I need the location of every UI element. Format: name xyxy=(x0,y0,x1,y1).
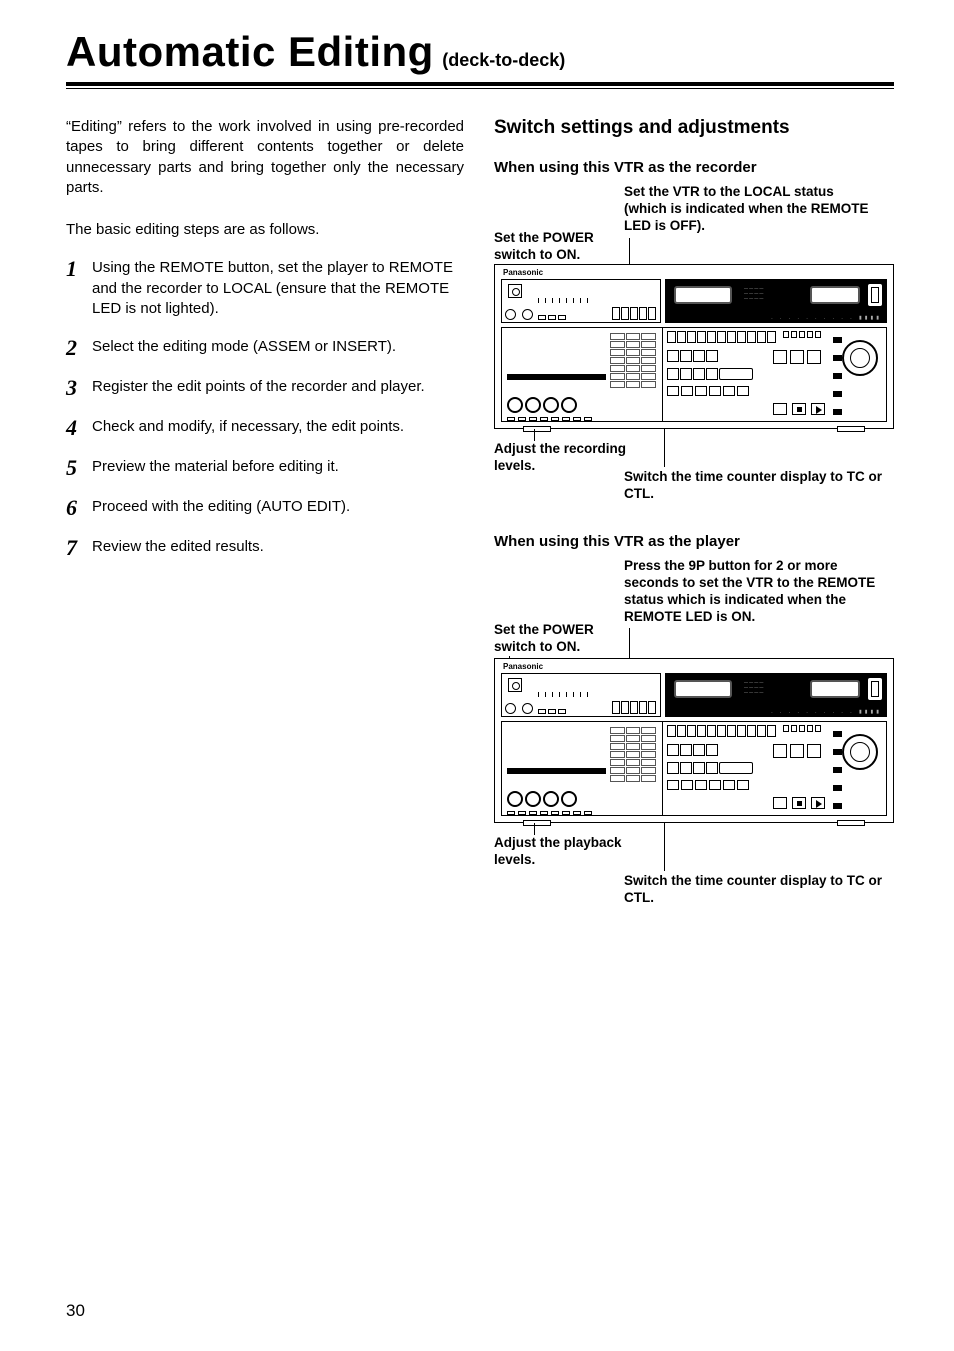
step-item: 4Check and modify, if necessary, the edi… xyxy=(66,417,464,439)
pointer-line xyxy=(629,238,630,264)
player-section: When using this VTR as the player Press … xyxy=(494,533,894,893)
step-number: 4 xyxy=(66,417,92,439)
recorder-top-callouts: Set the VTR to the LOCAL status (which i… xyxy=(494,184,894,264)
step-text: Using the REMOTE button, set the player … xyxy=(92,258,464,319)
callout-power-on: Set the POWER switch to ON. xyxy=(494,622,614,656)
player-top-callouts: Press the 9P button for 2 or more second… xyxy=(494,558,894,658)
vtr-deck-illustration: Panasonic — — — —— — — —— — — — . . . . … xyxy=(494,658,894,823)
step-text: Select the editing mode (ASSEM or INSERT… xyxy=(92,337,396,357)
step-text: Preview the material before editing it. xyxy=(92,457,339,477)
step-text: Review the edited results. xyxy=(92,537,264,557)
step-text: Register the edit points of the recorder… xyxy=(92,377,425,397)
callout-pb-levels: Adjust the playback levels. xyxy=(494,835,654,869)
deck-upper-right: — — — —— — — —— — — — . . . . . . . . . … xyxy=(665,673,887,717)
step-item: 1Using the REMOTE button, set the player… xyxy=(66,258,464,319)
recorder-bottom-callouts: Adjust the recording levels. Switch the … xyxy=(494,429,894,499)
step-number: 2 xyxy=(66,337,92,359)
step-text: Check and modify, if necessary, the edit… xyxy=(92,417,404,437)
intro-paragraph: “Editing” refers to the work involved in… xyxy=(66,117,464,198)
left-column: “Editing” refers to the work involved in… xyxy=(66,117,464,927)
vtr-deck-illustration: Panasonic — — — —— — — —— — — — . . . . … xyxy=(494,264,894,429)
pointer-line xyxy=(534,429,535,441)
step-number: 7 xyxy=(66,537,92,559)
deck-lower-left xyxy=(502,328,662,421)
deck-upper-right: — — — —— — — —— — — — . . . . . . . . . … xyxy=(665,279,887,323)
recorder-section: When using this VTR as the recorder Set … xyxy=(494,159,894,499)
callout-tc-ctl: Switch the time counter display to TC or… xyxy=(624,873,889,907)
page-number: 30 xyxy=(66,1301,85,1321)
step-item: 2Select the editing mode (ASSEM or INSER… xyxy=(66,337,464,359)
brand-label: Panasonic xyxy=(503,268,543,277)
brand-label: Panasonic xyxy=(503,662,543,671)
step-item: 5Preview the material before editing it. xyxy=(66,457,464,479)
settings-heading: Switch settings and adjustments xyxy=(494,117,894,139)
step-number: 6 xyxy=(66,497,92,519)
player-heading: When using this VTR as the player xyxy=(494,533,894,550)
deck-lower-left xyxy=(502,722,662,815)
callout-power-on: Set the POWER switch to ON. xyxy=(494,230,614,264)
deck-upper-left xyxy=(501,673,661,717)
title-rule-heavy xyxy=(66,82,894,86)
step-number: 1 xyxy=(66,258,92,280)
step-text: Proceed with the editing (AUTO EDIT). xyxy=(92,497,350,517)
player-bottom-callouts: Adjust the playback levels. Switch the t… xyxy=(494,823,894,893)
step-number: 3 xyxy=(66,377,92,399)
pointer-line xyxy=(664,429,665,467)
deck-lower-right xyxy=(662,328,886,421)
editing-steps-list: 1Using the REMOTE button, set the player… xyxy=(66,258,464,559)
step-number: 5 xyxy=(66,457,92,479)
callout-remote-local: Set the VTR to the LOCAL status (which i… xyxy=(624,184,874,235)
step-item: 6Proceed with the editing (AUTO EDIT). xyxy=(66,497,464,519)
callout-tc-ctl: Switch the time counter display to TC or… xyxy=(624,469,889,503)
page-subtitle: (deck-to-deck) xyxy=(442,50,565,70)
title-rule-thin xyxy=(66,88,894,89)
right-column: Switch settings and adjustments When usi… xyxy=(494,117,894,927)
two-column-layout: “Editing” refers to the work involved in… xyxy=(66,117,894,927)
step-item: 3Register the edit points of the recorde… xyxy=(66,377,464,399)
pointer-line xyxy=(664,823,665,871)
callout-remote-9p: Press the 9P button for 2 or more second… xyxy=(624,558,879,626)
recorder-heading: When using this VTR as the recorder xyxy=(494,159,894,176)
deck-upper-left xyxy=(501,279,661,323)
step-item: 7Review the edited results. xyxy=(66,537,464,559)
lead-paragraph: The basic editing steps are as follows. xyxy=(66,220,464,240)
pointer-line xyxy=(534,823,535,835)
deck-lower-right xyxy=(662,722,886,815)
page-title: Automatic Editing xyxy=(66,28,434,75)
manual-page: Automatic Editing (deck-to-deck) “Editin… xyxy=(0,0,954,1351)
page-title-block: Automatic Editing (deck-to-deck) xyxy=(66,28,894,89)
pointer-line xyxy=(629,628,630,658)
